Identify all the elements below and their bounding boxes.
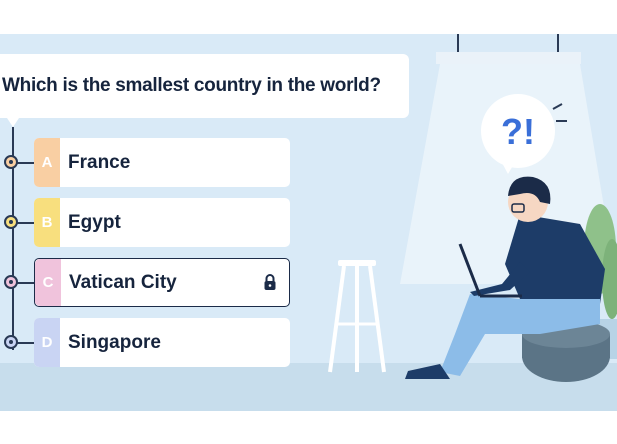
option-d-label: Singapore: [68, 331, 161, 353]
option-b-letter: B: [34, 198, 60, 247]
question-text: Which is the smallest country in the wor…: [2, 75, 381, 96]
option-b[interactable]: B Egypt: [34, 198, 290, 247]
option-c-letter: C: [35, 259, 61, 306]
option-connector: [14, 282, 34, 284]
option-connector: [14, 342, 34, 344]
option-c-label: Vatican City: [69, 271, 177, 293]
student-illustration: ?!: [328, 34, 617, 382]
option-c-dot: [4, 275, 18, 289]
option-d-dot: [4, 335, 18, 349]
option-d[interactable]: D Singapore: [34, 318, 290, 367]
thought-bubble-text: ?!: [501, 111, 535, 152]
option-d-letter: D: [34, 318, 60, 367]
question-card: Which is the smallest country in the wor…: [0, 54, 409, 118]
option-a-dot: [4, 155, 18, 169]
lock-icon: [264, 274, 276, 290]
option-b-label: Egypt: [68, 211, 121, 233]
option-b-dot: [4, 215, 18, 229]
option-a-letter: A: [34, 138, 60, 187]
option-timeline: [12, 127, 14, 350]
option-connector: [14, 162, 34, 164]
question-pointer: [7, 118, 19, 127]
option-a-label: France: [68, 151, 131, 173]
quiz-scene: ?! Which is the smallest country in the …: [0, 34, 617, 411]
option-connector: [14, 222, 34, 224]
option-a[interactable]: A France: [34, 138, 290, 187]
floor: [0, 363, 617, 411]
option-c[interactable]: C Vatican City: [34, 258, 290, 307]
